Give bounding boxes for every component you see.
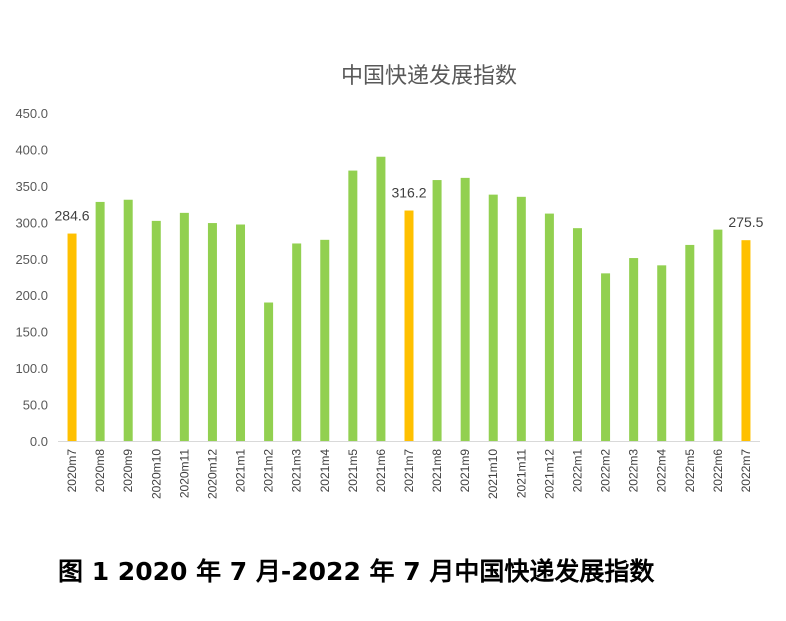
bar-chart: 中国快递发展指数 0.0 50.0 100.0 150.0 200.0 250.0 300.0… bbox=[15, 64, 763, 499]
bar-2021m7 bbox=[404, 210, 414, 441]
bar-2020m11 bbox=[179, 212, 189, 441]
bar-2021m3 bbox=[292, 243, 302, 441]
x-tick-label: 2020m10 bbox=[149, 449, 163, 499]
x-tick-label: 2022m6 bbox=[711, 449, 725, 493]
bar-2020m7 bbox=[67, 233, 77, 441]
y-tick-label: 450.0 bbox=[15, 106, 48, 121]
y-tick-label: 350.0 bbox=[15, 179, 48, 194]
bar-2020m9 bbox=[123, 199, 133, 441]
bar-2021m6 bbox=[376, 156, 386, 441]
x-tick-label: 2021m8 bbox=[430, 449, 444, 493]
x-tick-label: 2020m11 bbox=[177, 449, 191, 498]
y-tick-label: 50.0 bbox=[23, 398, 48, 413]
x-tick-label: 2020m8 bbox=[93, 449, 107, 493]
bar-2022m7 bbox=[741, 240, 751, 441]
bar-2021m10 bbox=[488, 194, 498, 441]
bar-2021m8 bbox=[432, 180, 442, 441]
bar-2021m1 bbox=[236, 224, 246, 441]
x-tick-label: 2021m2 bbox=[262, 449, 276, 493]
bar-2022m6 bbox=[713, 229, 723, 441]
bar-2022m1 bbox=[572, 228, 582, 441]
y-tick-label: 0.0 bbox=[30, 434, 48, 449]
x-tick-label: 2022m2 bbox=[599, 449, 613, 493]
x-tick-label: 2021m12 bbox=[542, 449, 556, 499]
bar-2020m8 bbox=[95, 201, 105, 441]
x-tick-label: 2022m7 bbox=[739, 449, 753, 493]
bar-2022m3 bbox=[629, 258, 639, 441]
y-tick-label: 150.0 bbox=[15, 325, 48, 340]
bar-2021m2 bbox=[264, 302, 274, 441]
x-tick-label: 2020m12 bbox=[205, 449, 219, 499]
bar-2022m2 bbox=[601, 273, 611, 441]
x-tick-label: 2021m5 bbox=[346, 449, 360, 493]
x-tick-label: 2021m3 bbox=[290, 449, 304, 493]
bar-2021m11 bbox=[516, 196, 526, 441]
y-tick-label: 200.0 bbox=[15, 288, 48, 303]
x-tick-label: 2020m9 bbox=[121, 449, 135, 493]
data-label-2022m7: 275.5 bbox=[728, 214, 763, 230]
bar-2021m5 bbox=[348, 170, 358, 442]
data-label-2021m7: 316.2 bbox=[391, 185, 426, 201]
x-tick-label: 2022m4 bbox=[655, 449, 669, 493]
x-tick-label: 2021m4 bbox=[318, 449, 332, 493]
x-tick-label: 2022m3 bbox=[627, 449, 641, 493]
bar-2020m12 bbox=[207, 223, 217, 441]
x-tick-label: 2021m10 bbox=[486, 449, 500, 499]
bar-2022m4 bbox=[657, 265, 667, 441]
figure-caption: 图 1 2020 年 7 月-2022 年 7 月中国快递发展指数 bbox=[58, 557, 655, 586]
bar-2020m10 bbox=[151, 220, 161, 441]
x-tick-label: 2021m9 bbox=[458, 449, 472, 493]
x-tick-label: 2022m1 bbox=[570, 449, 584, 493]
y-tick-label: 100.0 bbox=[15, 361, 48, 376]
bar-2022m5 bbox=[685, 244, 695, 441]
bar-2021m12 bbox=[544, 213, 554, 441]
data-label-2020m7: 284.6 bbox=[55, 208, 90, 224]
bar-2021m4 bbox=[320, 239, 330, 441]
y-tick-label: 400.0 bbox=[15, 142, 48, 157]
x-tick-label: 2021m6 bbox=[374, 449, 388, 493]
x-tick-label: 2020m7 bbox=[65, 449, 79, 493]
x-tick-label: 2021m7 bbox=[402, 449, 416, 493]
x-tick-label: 2022m5 bbox=[683, 449, 697, 493]
y-tick-label: 300.0 bbox=[15, 215, 48, 230]
chart-title: 中国快递发展指数 bbox=[341, 64, 517, 89]
y-tick-label: 250.0 bbox=[15, 252, 48, 267]
x-tick-label: 2021m11 bbox=[514, 449, 528, 498]
bar-2021m9 bbox=[460, 177, 470, 442]
x-tick-label: 2021m1 bbox=[234, 449, 248, 493]
